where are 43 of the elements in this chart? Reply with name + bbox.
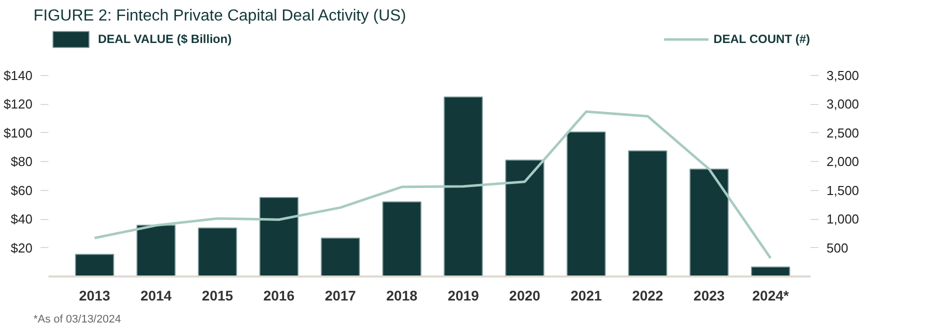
- bar: [444, 96, 483, 276]
- bar: [566, 132, 606, 276]
- legend-label: DEAL VALUE ($ Billion): [98, 32, 232, 46]
- y-tick-label: $100: [4, 125, 32, 140]
- y2-tick-label: 1,500: [826, 182, 860, 198]
- bar: [690, 168, 729, 276]
- chart-title: FIGURE 2: Fintech Private Capital Deal Activity (US): [34, 8, 406, 24]
- x-tick-label: 2023: [694, 288, 725, 304]
- y-tick-label: $80: [10, 154, 33, 170]
- x-tick-label: 2014: [140, 288, 172, 304]
- x-tick-label: 2013: [79, 288, 110, 304]
- x-tick-label: 2015: [202, 288, 234, 304]
- y-tick-label: $120: [4, 96, 32, 112]
- x-tick-label: 2017: [324, 288, 356, 304]
- bar: [198, 227, 238, 276]
- x-tick-label: 2018: [386, 288, 418, 304]
- bar: [259, 197, 298, 276]
- bar: [751, 266, 790, 276]
- y-tick-label: $60: [10, 182, 33, 198]
- x-tick-label: 2016: [263, 288, 295, 304]
- x-tick-label: 2024*: [752, 288, 790, 304]
- x-tick-label: 2019: [448, 288, 480, 304]
- x-tick-label: 2020: [509, 288, 541, 304]
- bar: [382, 201, 422, 276]
- bar: [505, 160, 544, 276]
- y-tick-label: $40: [10, 212, 33, 227]
- x-tick-label: 2021: [570, 288, 602, 304]
- y2-tick-label: 2,500: [826, 125, 860, 140]
- y2-tick-label: 500: [826, 240, 848, 256]
- y-tick-label: $20: [10, 240, 33, 256]
- y2-tick-label: 1,000: [826, 212, 860, 227]
- line-series: [93, 110, 772, 260]
- bar: [628, 150, 668, 276]
- legend-label: DEAL COUNT (#): [714, 32, 810, 46]
- bar: [75, 254, 114, 276]
- y2-tick-label: 3,000: [826, 96, 860, 112]
- x-tick-label: 2022: [632, 288, 664, 304]
- y-tick-label: $140: [4, 68, 32, 83]
- y2-tick-label: 2,000: [826, 154, 860, 170]
- text: *As of 03/13/2024: [34, 314, 121, 326]
- bar: [320, 238, 360, 276]
- y2-tick-label: 3,500: [826, 68, 860, 83]
- bar: [136, 224, 176, 276]
